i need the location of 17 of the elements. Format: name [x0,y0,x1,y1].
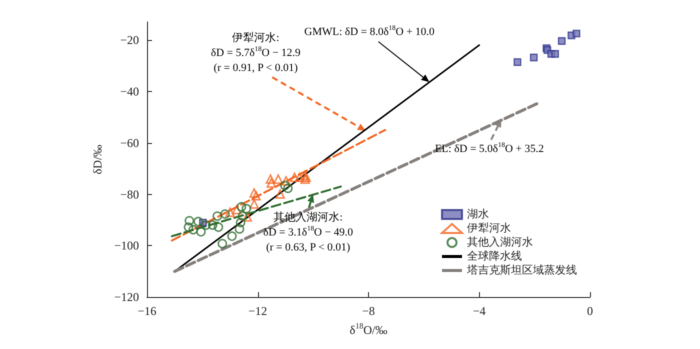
legend-label: 伊犁河水 [467,222,511,234]
y-tick-label: −20 [120,32,139,47]
y-tick-label: −60 [120,136,139,150]
y-tick-label: −120 [114,290,139,304]
legend-label: 湖水 [467,208,489,220]
x-tick-label: −4 [472,304,486,318]
legend-label: 其他入湖河水 [467,236,533,248]
legend-label: 塔吉克斯坦区域蒸发线 [466,264,577,276]
y-tick-label: −100 [114,238,139,253]
x-tick-label: 0 [587,304,593,318]
legend-label: 全球降水线 [467,250,522,262]
x-tick-label: −8 [362,304,375,318]
x-tick-label: −12 [248,304,268,318]
y-tick-label: −40 [120,84,139,98]
x-tick-label: −16 [138,304,156,318]
y-tick-label: −80 [120,187,139,202]
y-axis-title: δD/‰ [90,144,104,174]
